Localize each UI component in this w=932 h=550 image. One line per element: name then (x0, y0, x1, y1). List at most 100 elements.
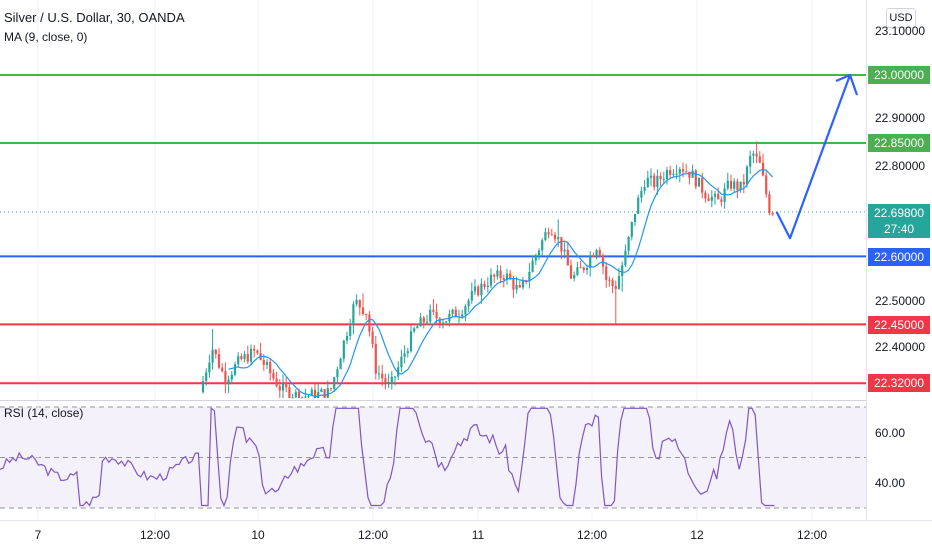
candle-body (717, 193, 720, 200)
candle-body (365, 313, 368, 315)
candle-body (265, 362, 269, 366)
candle-body (553, 234, 557, 240)
candle-body (329, 388, 333, 390)
candle-body (243, 354, 246, 360)
candle-body (707, 198, 710, 201)
candle-body (355, 300, 358, 305)
projection-arrowhead (835, 73, 859, 96)
candle-body (256, 350, 259, 353)
candle-body (214, 349, 217, 355)
candle-body (544, 232, 547, 241)
candle-body (237, 356, 240, 365)
candle-body (297, 391, 301, 398)
candle-body (566, 249, 569, 266)
candle-body (339, 358, 342, 370)
candle-body (313, 389, 317, 398)
candle-body (384, 378, 387, 383)
price-tick: 22.90000 (875, 111, 926, 125)
time-tick: 12:00 (357, 528, 389, 542)
candle-body (493, 274, 496, 277)
candle-body (694, 170, 697, 187)
candle-body (534, 255, 537, 261)
candle-body (579, 267, 582, 269)
candle-body (275, 378, 278, 387)
candle-body (435, 311, 438, 319)
candle-body (656, 175, 659, 188)
candle-body (563, 249, 566, 252)
candle-body (653, 175, 656, 188)
candle-body (521, 280, 525, 288)
candle-body (509, 273, 512, 280)
time-tick: 10 (251, 528, 265, 542)
level-tag-2285: 22.85000 (868, 134, 930, 152)
candle-body (486, 285, 489, 287)
candle-body (262, 360, 265, 366)
candle-body (326, 388, 329, 398)
candle-body (224, 371, 227, 385)
candle-body (736, 181, 739, 191)
candle-body (499, 270, 502, 279)
candle-body (771, 213, 774, 215)
price-tick: 22.50000 (875, 294, 926, 308)
candle-body (630, 222, 633, 237)
candle-body (246, 354, 249, 362)
candle-body (605, 266, 608, 280)
candle-body (374, 344, 377, 374)
current-price-tag: 22.69800 27:40 (868, 204, 930, 238)
candle-body (249, 348, 253, 362)
candle-body (345, 335, 349, 341)
candle-body (323, 389, 326, 398)
candle-body (480, 283, 483, 296)
candle-body (320, 389, 323, 392)
candle-body (765, 175, 768, 195)
candle-body (409, 331, 413, 352)
candle-body (726, 180, 729, 189)
candle-body (461, 314, 464, 317)
candle-body (221, 367, 224, 372)
candle-body (233, 364, 237, 375)
candle-body (752, 153, 755, 156)
candle-body (633, 213, 637, 223)
candle-body (470, 291, 473, 301)
candle-body (464, 306, 467, 315)
candle-body (489, 274, 493, 286)
current-price-value: 22.69800 (873, 206, 925, 220)
projection-arrow[interactable] (775, 73, 859, 240)
candle-body (505, 273, 509, 280)
candle-body (205, 372, 208, 382)
candle-body (403, 353, 406, 357)
candle-body (406, 351, 409, 354)
candle-body (291, 397, 294, 399)
candle-body (496, 270, 499, 277)
candles (201, 141, 774, 399)
candle-body (710, 196, 713, 201)
candle-body (368, 314, 371, 332)
candle-body (608, 279, 611, 281)
candle-body (230, 374, 233, 380)
candle-body (713, 193, 717, 197)
candle-body (201, 381, 205, 393)
candle-body (701, 177, 704, 193)
candle-body (473, 286, 477, 292)
candle-body (541, 240, 544, 251)
level-tag-2232: 22.32000 (868, 374, 930, 392)
price-tick: 23.10000 (875, 24, 926, 38)
candle-body (643, 187, 646, 191)
candle-body (640, 190, 643, 198)
price-tick: 22.40000 (875, 340, 926, 354)
candle-body (560, 237, 563, 252)
candle-body (598, 250, 601, 257)
currency-selector[interactable]: USD (886, 8, 916, 28)
horizontal-levels[interactable] (0, 74, 866, 385)
candle-body (537, 250, 541, 256)
candle-body (371, 331, 374, 345)
candle-body (425, 321, 429, 323)
candle-body (723, 188, 726, 202)
candle-body (614, 286, 617, 289)
candle-body (467, 300, 470, 307)
candle-body (550, 234, 553, 236)
candle-body (662, 179, 665, 181)
candle-body (518, 285, 521, 288)
candle-body (646, 177, 649, 188)
